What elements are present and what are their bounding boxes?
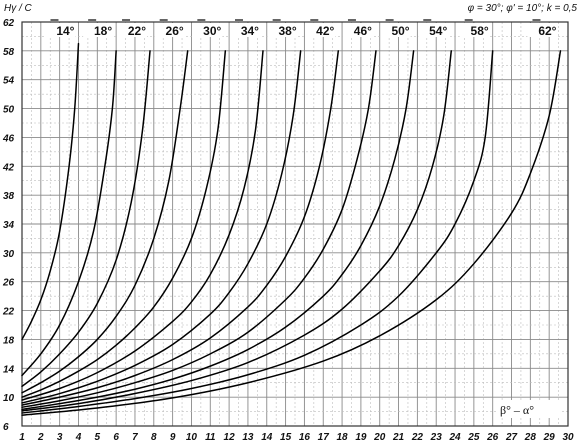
curve-label: 14° (56, 24, 74, 38)
x-tick-label: 24 (448, 432, 461, 443)
curve-14deg (21, 42, 80, 341)
x-tick-label: 15 (280, 432, 292, 443)
curve-label-backdrop (192, 23, 223, 37)
curve-label: 34° (241, 24, 259, 38)
curve-label-backdrop (83, 23, 114, 37)
curve-18deg (21, 50, 117, 377)
x-tick-label: 19 (355, 432, 367, 443)
curve-50deg (21, 50, 415, 411)
x-tick-label: 28 (524, 432, 537, 443)
y-tick-labels: 6 10 14 18 22 26 30 34 38 42 46 50 54 58 62 (2, 18, 15, 433)
curve-58deg (21, 50, 494, 414)
x-tick-label: 26 (486, 432, 499, 443)
curve-label: 42° (316, 24, 334, 38)
x-tick-label: 30 (562, 432, 574, 443)
curve-label: 22° (128, 24, 146, 38)
x-tick-label: 14 (261, 432, 273, 443)
curves (21, 42, 562, 416)
x-tick-label: 9 (170, 432, 176, 443)
y-tick-label: 22 (2, 307, 15, 318)
x-tick-label: 8 (151, 432, 157, 443)
x-tick-label: 6 (113, 432, 119, 443)
curve-label-backdrop (45, 23, 76, 37)
y-tick-label: 30 (3, 249, 15, 260)
curve-label: 26° (166, 24, 184, 38)
curve-label-backdrop (527, 23, 558, 37)
curve-label: 58° (471, 24, 489, 38)
x-tick-label: 18 (337, 432, 349, 443)
curve-label: 38° (278, 24, 296, 38)
x-tick-label: 3 (57, 432, 63, 443)
curve-54deg (21, 50, 453, 412)
x-tick-label: 11 (205, 432, 216, 443)
x-tick-label: 7 (132, 432, 138, 443)
x-tick-label: 21 (392, 432, 405, 443)
grid (21, 21, 569, 427)
curve-label-backdrop (117, 23, 148, 37)
x-tick-label: 5 (95, 432, 101, 443)
xlabel-backdrop (496, 400, 562, 418)
x-tick-label: 16 (299, 432, 311, 443)
plot-frame (21, 21, 569, 427)
x-tick-label: 25 (467, 432, 480, 443)
x-tick-label: 2 (37, 432, 44, 443)
curve-label-backdrop (305, 23, 336, 37)
curve-label-backdrop (267, 23, 298, 37)
x-axis-label: β° – α° (500, 403, 534, 417)
y-tick-label: 42 (2, 162, 15, 173)
y-tick-label: 6 (3, 422, 9, 433)
x-tick-label: 27 (505, 432, 518, 443)
x-tick-label: 13 (242, 432, 254, 443)
curve-label: 46° (354, 24, 372, 38)
y-tick-label: 26 (2, 278, 15, 289)
curve-label: 18° (94, 24, 112, 38)
curve-label: 30° (203, 24, 221, 38)
parameters-note: φ = 30°; φ' = 10°; k = 0,5 (468, 3, 578, 14)
y-tick-label: 10 (3, 393, 15, 404)
curve-34deg (21, 50, 264, 401)
curve-46deg (21, 50, 377, 408)
y-tick-label: 34 (3, 220, 15, 231)
curve-label: 54° (429, 24, 447, 38)
x-tick-label: 1 (19, 432, 25, 443)
curve-42deg (21, 50, 340, 406)
y-tick-label: 46 (2, 133, 15, 144)
curve-label-backdrop (342, 23, 373, 37)
curve-label: 62° (538, 24, 556, 38)
curve-label-backdrop (418, 23, 449, 37)
x-tick-label: 17 (318, 432, 330, 443)
curve-26deg (21, 50, 189, 394)
y-tick-label: 58 (3, 47, 15, 58)
curve-label-backdrop (380, 23, 411, 37)
curve-label-backdrop (229, 23, 260, 37)
x-tick-labels: 1 2 3 4 5 6 7 8 9 10 11 12 13 14 15 16 17 18 19 20 21 22 23 24 2… (19, 432, 574, 443)
x-tick-label: 22 (411, 432, 424, 443)
x-tick-label: 12 (224, 432, 236, 443)
x-tick-label: 20 (373, 432, 386, 443)
curve-labels: 14° 18° 22° 26° 30° 34° 38° 42° 46° 50° 54° 58° 62° (45, 19, 558, 38)
y-tick-label: 38 (3, 191, 15, 202)
curve-30deg (21, 50, 227, 398)
curve-62deg (21, 50, 562, 416)
x-tick-label: 23 (430, 432, 443, 443)
y-axis-label: Hγ / C (4, 3, 33, 14)
x-tick-label: 4 (75, 432, 82, 443)
x-tick-label: 10 (186, 432, 198, 443)
x-tick-label: 29 (543, 432, 556, 443)
curve-38deg (21, 50, 302, 404)
y-tick-label: 14 (3, 364, 15, 375)
curve-label-backdrop (154, 23, 185, 37)
y-tick-label: 18 (3, 335, 15, 346)
y-tick-label: 62 (3, 18, 15, 29)
curve-label-backdrop (459, 23, 490, 37)
y-tick-label: 50 (3, 105, 15, 116)
curve-label: 50° (391, 24, 409, 38)
y-tick-label: 54 (3, 76, 15, 87)
curve-22deg (21, 50, 151, 388)
